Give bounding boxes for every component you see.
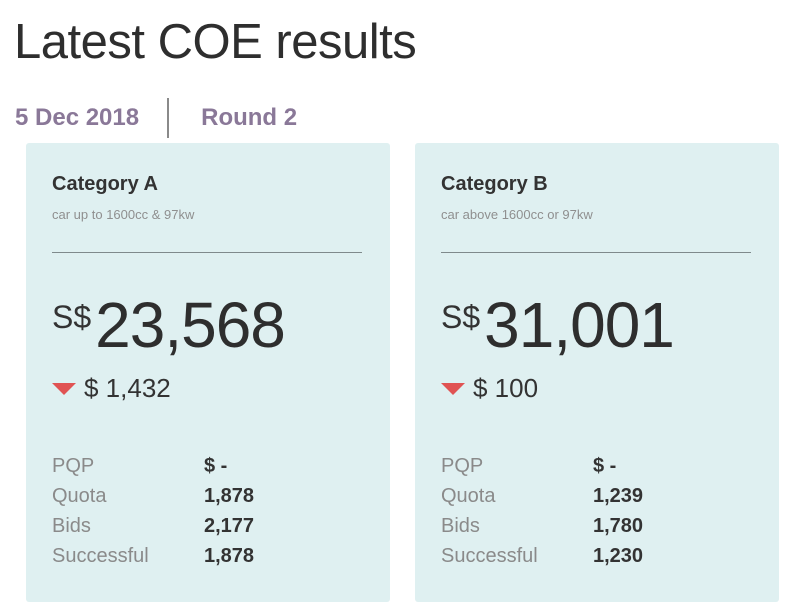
stat-label: Successful xyxy=(441,544,538,567)
card-title: Category A xyxy=(52,173,158,195)
stat-label: Bids xyxy=(52,514,91,537)
card-title: Category B xyxy=(441,173,548,195)
price-currency: S$ xyxy=(52,299,92,335)
price-change: $ 100 xyxy=(441,373,538,404)
meta-divider xyxy=(167,98,170,138)
stat-row-successful: Successful 1,878 xyxy=(52,541,352,571)
stat-row-quota: Quota 1,239 xyxy=(441,481,741,511)
stat-label: Successful xyxy=(52,544,149,567)
stat-row-bids: Bids 2,177 xyxy=(52,511,352,541)
stat-value: 1,230 xyxy=(593,544,644,567)
card-divider xyxy=(441,252,751,253)
change-value: $ 100 xyxy=(473,373,539,403)
stat-label: PQP xyxy=(52,454,95,477)
card-divider xyxy=(52,252,362,253)
price-change: $ 1,432 xyxy=(52,373,171,404)
stat-value: 1,878 xyxy=(204,484,255,507)
category-b-card: Category B car above 1600cc or 97kw S$ 3… xyxy=(415,143,779,602)
stat-value: 1,878 xyxy=(204,544,255,567)
page-title: Latest COE results xyxy=(14,15,417,69)
category-a-card: Category A car up to 1600cc & 97kw S$ 23… xyxy=(26,143,390,602)
stat-row-bids: Bids 1,780 xyxy=(441,511,741,541)
change-value: $ 1,432 xyxy=(84,373,171,403)
stat-value: 1,780 xyxy=(593,514,644,537)
stat-value: $ - xyxy=(204,454,228,477)
price-value: 23,568 xyxy=(95,289,286,361)
stat-value: $ - xyxy=(593,454,617,477)
stat-row-pqp: PQP $ - xyxy=(441,451,741,481)
triangle-down-icon xyxy=(52,382,76,395)
premium-price: S$ 23,568 xyxy=(52,289,286,361)
bidding-round: Round 2 xyxy=(201,104,298,131)
card-subtitle: car above 1600cc or 97kw xyxy=(441,207,593,222)
card-subtitle: car up to 1600cc & 97kw xyxy=(52,207,195,222)
stat-label: Quota xyxy=(441,484,496,507)
stats-list: PQP $ - Quota 1,878 Bids 2,177 Successfu… xyxy=(52,451,352,571)
round-info: 5 Dec 2018 Round 2 xyxy=(15,98,297,138)
price-value: 31,001 xyxy=(484,289,675,361)
stats-list: PQP $ - Quota 1,239 Bids 1,780 Successfu… xyxy=(441,451,741,571)
stat-label: Quota xyxy=(52,484,107,507)
price-currency: S$ xyxy=(441,299,481,335)
triangle-down-icon xyxy=(441,382,465,395)
stat-row-pqp: PQP $ - xyxy=(52,451,352,481)
stat-row-successful: Successful 1,230 xyxy=(441,541,741,571)
stat-value: 2,177 xyxy=(204,514,255,537)
stat-label: Bids xyxy=(441,514,480,537)
bidding-date: 5 Dec 2018 xyxy=(15,104,140,131)
stat-value: 1,239 xyxy=(593,484,644,507)
premium-price: S$ 31,001 xyxy=(441,289,675,361)
stat-label: PQP xyxy=(441,454,484,477)
stat-row-quota: Quota 1,878 xyxy=(52,481,352,511)
